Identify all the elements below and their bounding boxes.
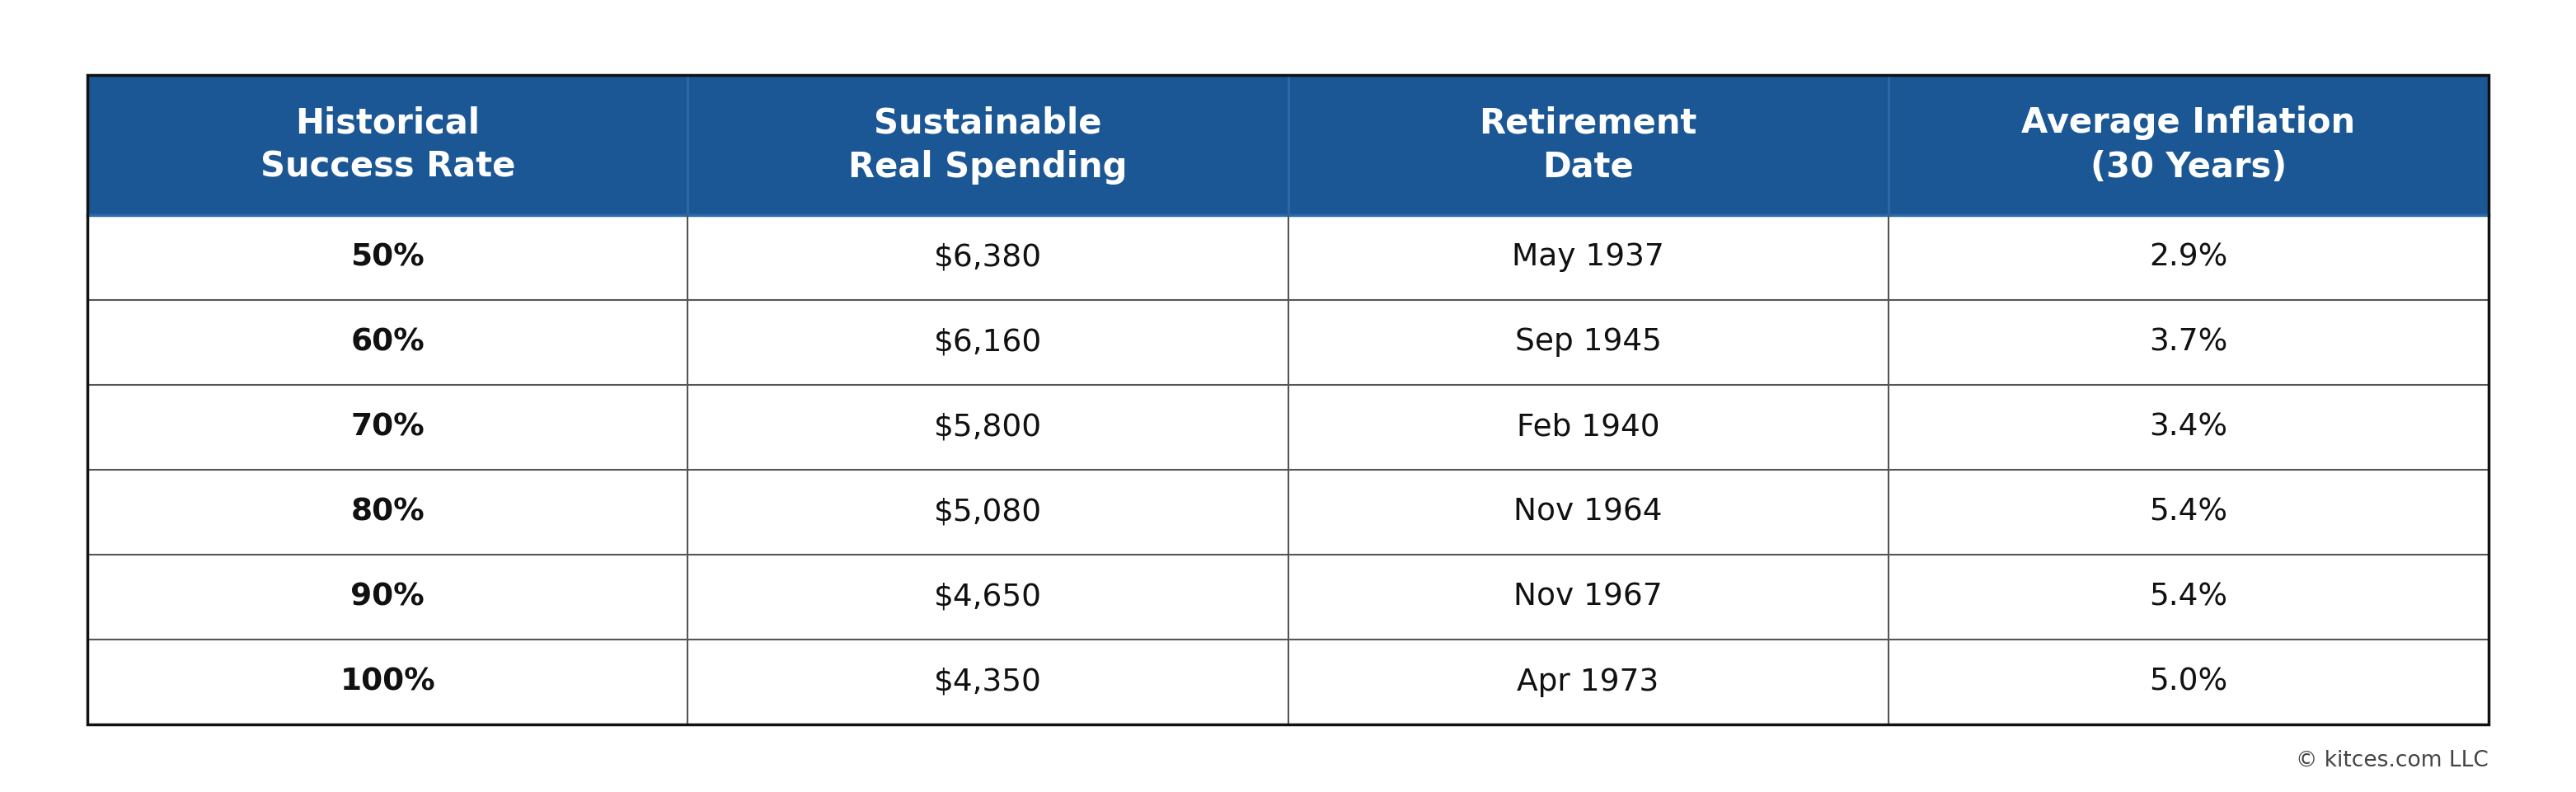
Text: $5,800: $5,800	[935, 413, 1041, 442]
Text: $5,080: $5,080	[935, 497, 1041, 527]
Text: 5.4%: 5.4%	[2148, 497, 2228, 527]
Text: Sustainable
Real Spending: Sustainable Real Spending	[848, 105, 1128, 185]
Text: $6,160: $6,160	[935, 327, 1041, 357]
Text: © kitces.com LLC: © kitces.com LLC	[2295, 749, 2488, 771]
Text: $4,350: $4,350	[935, 668, 1041, 697]
Text: 80%: 80%	[350, 497, 425, 527]
Text: 50%: 50%	[350, 242, 425, 272]
Text: Historical
Success Rate: Historical Success Rate	[260, 105, 515, 185]
Text: 70%: 70%	[350, 413, 425, 442]
Text: $6,380: $6,380	[935, 242, 1041, 272]
Text: 2.9%: 2.9%	[2148, 242, 2228, 272]
Text: Nov 1964: Nov 1964	[1515, 497, 1662, 527]
Text: Apr 1973: Apr 1973	[1517, 668, 1659, 697]
Text: 60%: 60%	[350, 327, 425, 357]
Text: 90%: 90%	[350, 582, 425, 612]
Text: May 1937: May 1937	[1512, 242, 1664, 272]
Text: 3.7%: 3.7%	[2148, 327, 2228, 357]
Text: 100%: 100%	[340, 668, 435, 697]
Text: Feb 1940: Feb 1940	[1517, 413, 1659, 442]
Text: Sep 1945: Sep 1945	[1515, 327, 1662, 357]
Text: 5.4%: 5.4%	[2148, 582, 2228, 612]
Text: Retirement
Date: Retirement Date	[1479, 105, 1698, 185]
Text: Nov 1967: Nov 1967	[1515, 582, 1662, 612]
Text: 3.4%: 3.4%	[2148, 413, 2228, 442]
Text: $4,650: $4,650	[935, 582, 1041, 612]
Text: Average Inflation
(30 Years): Average Inflation (30 Years)	[2022, 105, 2354, 185]
Text: 5.0%: 5.0%	[2148, 668, 2228, 697]
